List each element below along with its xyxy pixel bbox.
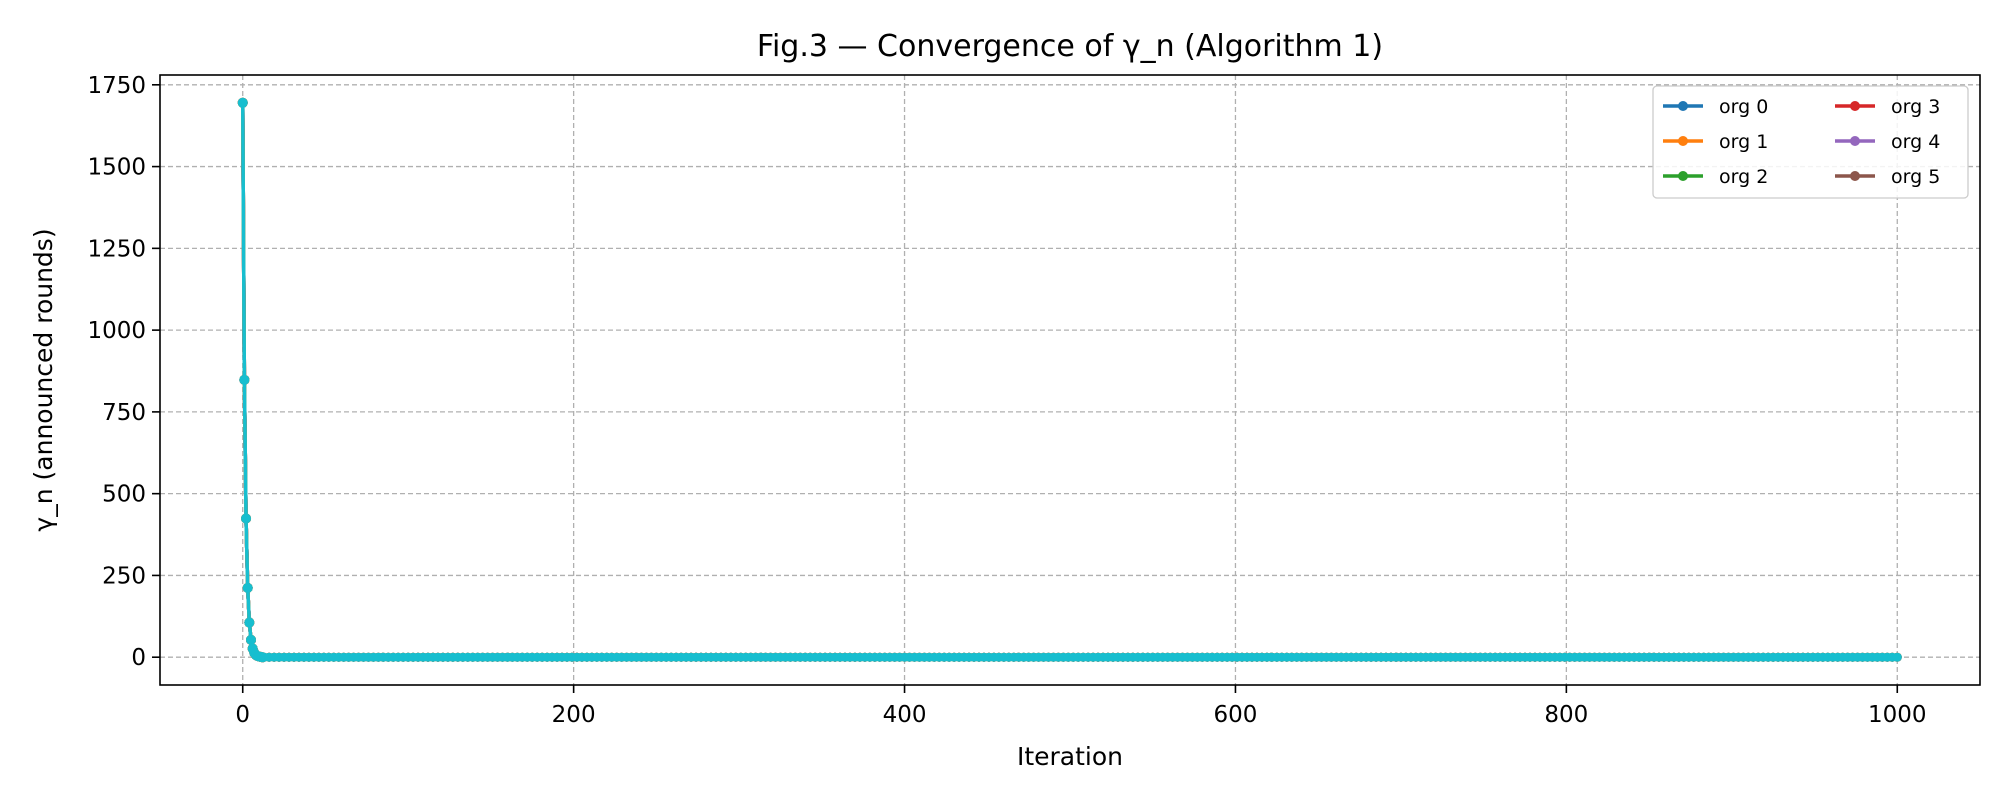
x-tick-label: 800 (1544, 702, 1588, 728)
y-axis-label: γ_n (announced rounds) (29, 228, 58, 531)
x-tick-label: 200 (552, 702, 596, 728)
y-tick-label: 1250 (87, 236, 146, 262)
x-tick-label: 0 (235, 702, 250, 728)
series-9 (237, 97, 1902, 663)
series-1 (237, 97, 1902, 663)
series-line (240, 102, 1898, 659)
series-line (240, 102, 1898, 659)
y-tick-label: 0 (131, 645, 146, 671)
y-tick-label: 1500 (87, 155, 146, 181)
legend-marker (1678, 136, 1688, 146)
series-2 (237, 97, 1902, 663)
series-line (240, 102, 1898, 659)
legend-label: org 0 (1719, 96, 1768, 118)
legend-box (1652, 85, 1969, 199)
x-tick-label: 600 (1214, 702, 1258, 728)
data-point (237, 97, 248, 108)
legend-marker (1850, 101, 1860, 111)
series-8 (237, 97, 1902, 663)
data-point (244, 617, 255, 628)
legend-item: org 3 (1835, 96, 1940, 118)
series-line (240, 102, 1898, 659)
axis-ticks: 0 200 400 600 800 1000 0 250 500 750 1000 1250 1500 1… (87, 73, 1926, 728)
series-4 (237, 97, 1902, 663)
series-0 (237, 97, 1902, 663)
legend-item: org 0 (1663, 96, 1768, 118)
series-line (240, 102, 1898, 659)
legend-label: org 2 (1719, 166, 1768, 188)
y-tick-label: 500 (102, 482, 146, 508)
y-tick-label: 1000 (87, 318, 146, 344)
series-7 (237, 97, 1902, 663)
series-6 (237, 97, 1902, 663)
data-point (239, 374, 250, 385)
series-line (240, 102, 1898, 659)
legend-marker (1850, 136, 1860, 146)
series-line (240, 102, 1898, 659)
y-tick-label: 1750 (87, 73, 146, 99)
legend-marker (1678, 171, 1688, 181)
series-lines (237, 97, 1902, 663)
plot-frame (159, 74, 1981, 686)
chart-title: Fig.3 — Convergence of γ_n (Algorithm 1) (757, 29, 1383, 64)
data-point (242, 582, 253, 593)
x-tick-label: 400 (883, 702, 927, 728)
data-point (1892, 652, 1902, 662)
series-line (240, 102, 1898, 659)
legend-marker (1850, 171, 1860, 181)
legend-marker (1678, 101, 1688, 111)
series-line (240, 102, 1898, 659)
legend-label: org 1 (1719, 131, 1768, 153)
x-tick-label: 1000 (1868, 702, 1927, 728)
series-5 (237, 97, 1902, 663)
legend-item: org 4 (1835, 131, 1940, 153)
series-3 (237, 97, 1902, 663)
legend-label: org 3 (1891, 96, 1940, 118)
legend-item: org 2 (1663, 166, 1768, 188)
legend-item: org 1 (1663, 131, 1768, 153)
legend-item: org 5 (1835, 166, 1940, 188)
legend-label: org 4 (1891, 131, 1940, 153)
x-axis-label: Iteration (1017, 742, 1123, 771)
data-point (246, 634, 256, 645)
y-tick-label: 750 (102, 400, 146, 426)
legend: org 0 org 1 org 2 org 3 org 4 org 5 (1652, 85, 1969, 199)
data-point (241, 513, 252, 524)
series-line (240, 102, 1898, 659)
legend-label: org 5 (1891, 166, 1940, 188)
y-tick-label: 250 (102, 563, 146, 589)
